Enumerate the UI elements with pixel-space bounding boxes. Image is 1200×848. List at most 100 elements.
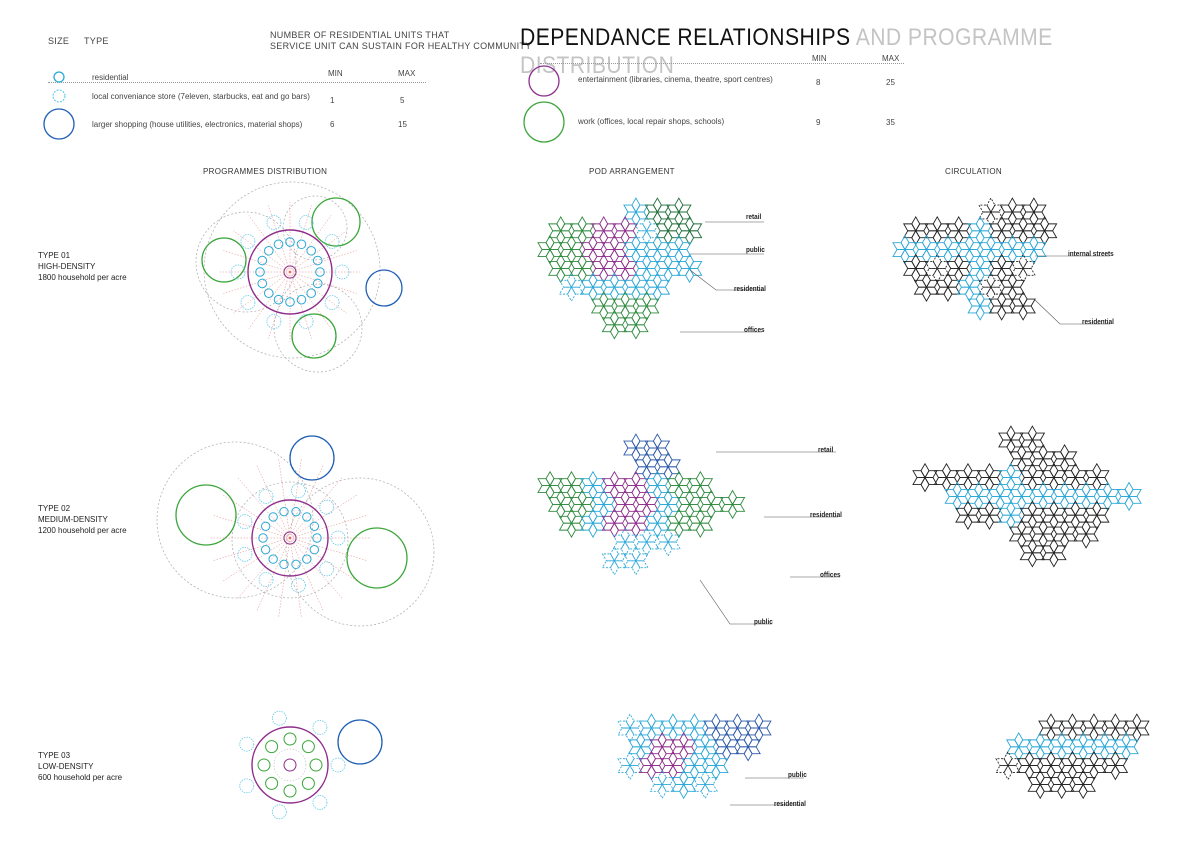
type-02-density: MEDIUM-DENSITY bbox=[38, 515, 108, 524]
relation-line bbox=[289, 537, 358, 582]
residential-unit bbox=[312, 720, 328, 735]
circ-tile-residential bbox=[998, 425, 1024, 455]
work-symbol bbox=[523, 101, 565, 143]
relation-line bbox=[289, 465, 324, 539]
residential-unit bbox=[315, 267, 325, 277]
callout-pod1-offices: offices bbox=[744, 325, 765, 334]
residential-unit bbox=[271, 710, 287, 726]
relation-line bbox=[233, 271, 291, 314]
residential-unit bbox=[298, 215, 314, 230]
units-header-line2: SERVICE UNIT CAN SUSTAIN FOR HEALTHY COM… bbox=[270, 41, 532, 51]
pod-tile-residential bbox=[623, 546, 649, 576]
residential-unit bbox=[301, 740, 315, 754]
residential-unit bbox=[268, 554, 278, 564]
relation-line bbox=[278, 537, 291, 618]
circ-tile-residential bbox=[1010, 291, 1036, 321]
callout-pod2-offices: offices bbox=[820, 570, 841, 579]
shopping-symbol bbox=[43, 108, 75, 140]
title-sub: AND PROGRAMME DISTRIBUTION bbox=[520, 24, 1053, 79]
callout-leader-line bbox=[689, 269, 764, 291]
callout-pod1-residential: residential bbox=[734, 284, 766, 293]
residential-unit bbox=[257, 758, 271, 772]
residential-unit bbox=[296, 294, 307, 305]
circ-tile-residential bbox=[1073, 519, 1099, 549]
circ-tile-residential bbox=[1016, 750, 1043, 781]
residential-unit bbox=[306, 288, 317, 299]
residential-unit bbox=[312, 278, 323, 289]
units-header-line1: NUMBER OF RESIDENTIAL UNITS THAT bbox=[270, 30, 450, 40]
residential-unit bbox=[255, 267, 265, 277]
residential-unit bbox=[312, 795, 328, 810]
residential-unit bbox=[290, 577, 306, 593]
residential-unit bbox=[290, 483, 306, 499]
relation-line bbox=[223, 250, 291, 273]
relation-line bbox=[268, 271, 291, 339]
relation-line bbox=[289, 271, 332, 329]
pod-tile-offices bbox=[623, 310, 649, 340]
residential-unit bbox=[309, 758, 323, 772]
relation-line bbox=[289, 537, 367, 561]
residential-unit bbox=[266, 314, 282, 329]
relation-line bbox=[289, 458, 302, 539]
pod-tile-residential bbox=[655, 527, 681, 557]
type-01-name: TYPE 01 bbox=[38, 251, 71, 260]
size-header: SIZE bbox=[48, 36, 70, 46]
residential-unit bbox=[301, 776, 315, 790]
pod-tile-retail bbox=[666, 197, 692, 227]
pod-tile-residential bbox=[670, 769, 697, 800]
relation-line bbox=[289, 537, 324, 611]
residential-unit bbox=[240, 234, 256, 249]
relation-line bbox=[213, 537, 291, 561]
residential-unit bbox=[237, 547, 253, 562]
circ-tile-street bbox=[1021, 234, 1047, 265]
type-03-households: 600 household per acre bbox=[38, 773, 123, 782]
pod-tile-retail bbox=[735, 732, 761, 762]
relation-line bbox=[289, 271, 347, 314]
legend-label-residential: residential bbox=[92, 73, 129, 82]
residential-unit bbox=[279, 559, 289, 570]
residential-unit bbox=[285, 297, 295, 307]
pod-tile-offices bbox=[537, 470, 563, 501]
callout-circ1-streets: internal streets bbox=[1068, 249, 1114, 258]
distribution-type-01 bbox=[195, 181, 403, 373]
programme-distribution-diagrams bbox=[156, 181, 435, 820]
residential-unit bbox=[266, 215, 282, 230]
type-02-households: 1200 household per acre bbox=[38, 526, 127, 535]
relation-line bbox=[278, 458, 291, 539]
type-header: TYPE bbox=[84, 36, 109, 46]
legend-label-shopping: larger shopping (house utilities, electr… bbox=[92, 120, 303, 129]
pod-tile-residential bbox=[644, 508, 671, 538]
relation-line bbox=[289, 271, 357, 294]
pod-tile-offices bbox=[547, 253, 574, 284]
relation-line bbox=[237, 537, 291, 599]
pod-tile-residential bbox=[660, 713, 686, 743]
residential-unit bbox=[283, 784, 297, 798]
circ-tile-residential bbox=[1102, 750, 1129, 781]
type-01-label: TYPE 01 HIGH-DENSITY 1800 household per … bbox=[38, 250, 127, 283]
residential-unit bbox=[258, 572, 274, 587]
legend-max-store: 5 bbox=[400, 96, 405, 105]
callout-leader-line bbox=[699, 579, 772, 625]
residential-unit bbox=[257, 278, 268, 289]
title-main: DEPENDANCE RELATIONSHIPS bbox=[520, 24, 851, 51]
residential-unit bbox=[302, 554, 312, 564]
residential-unit bbox=[306, 245, 317, 256]
relation-line bbox=[256, 537, 291, 611]
distribution-type-03 bbox=[239, 710, 383, 820]
residential-unit bbox=[298, 314, 314, 329]
relation-line bbox=[289, 477, 343, 539]
relation-line bbox=[289, 494, 358, 539]
type-01-density: HIGH-DENSITY bbox=[38, 262, 96, 271]
residential-unit bbox=[283, 732, 297, 746]
residential-unit bbox=[302, 512, 312, 522]
relation-line bbox=[289, 537, 302, 618]
relation-line bbox=[289, 250, 357, 273]
type-01-households: 1800 household per acre bbox=[38, 273, 127, 282]
legend-symbols-right bbox=[523, 65, 565, 143]
callout-pod3-public: public bbox=[788, 770, 807, 779]
callout-pod2-residential: residential bbox=[810, 510, 842, 519]
residential-unit bbox=[334, 264, 350, 280]
residential-unit bbox=[237, 514, 253, 529]
pod-tile-offices bbox=[687, 508, 714, 538]
relation-line bbox=[289, 515, 367, 539]
